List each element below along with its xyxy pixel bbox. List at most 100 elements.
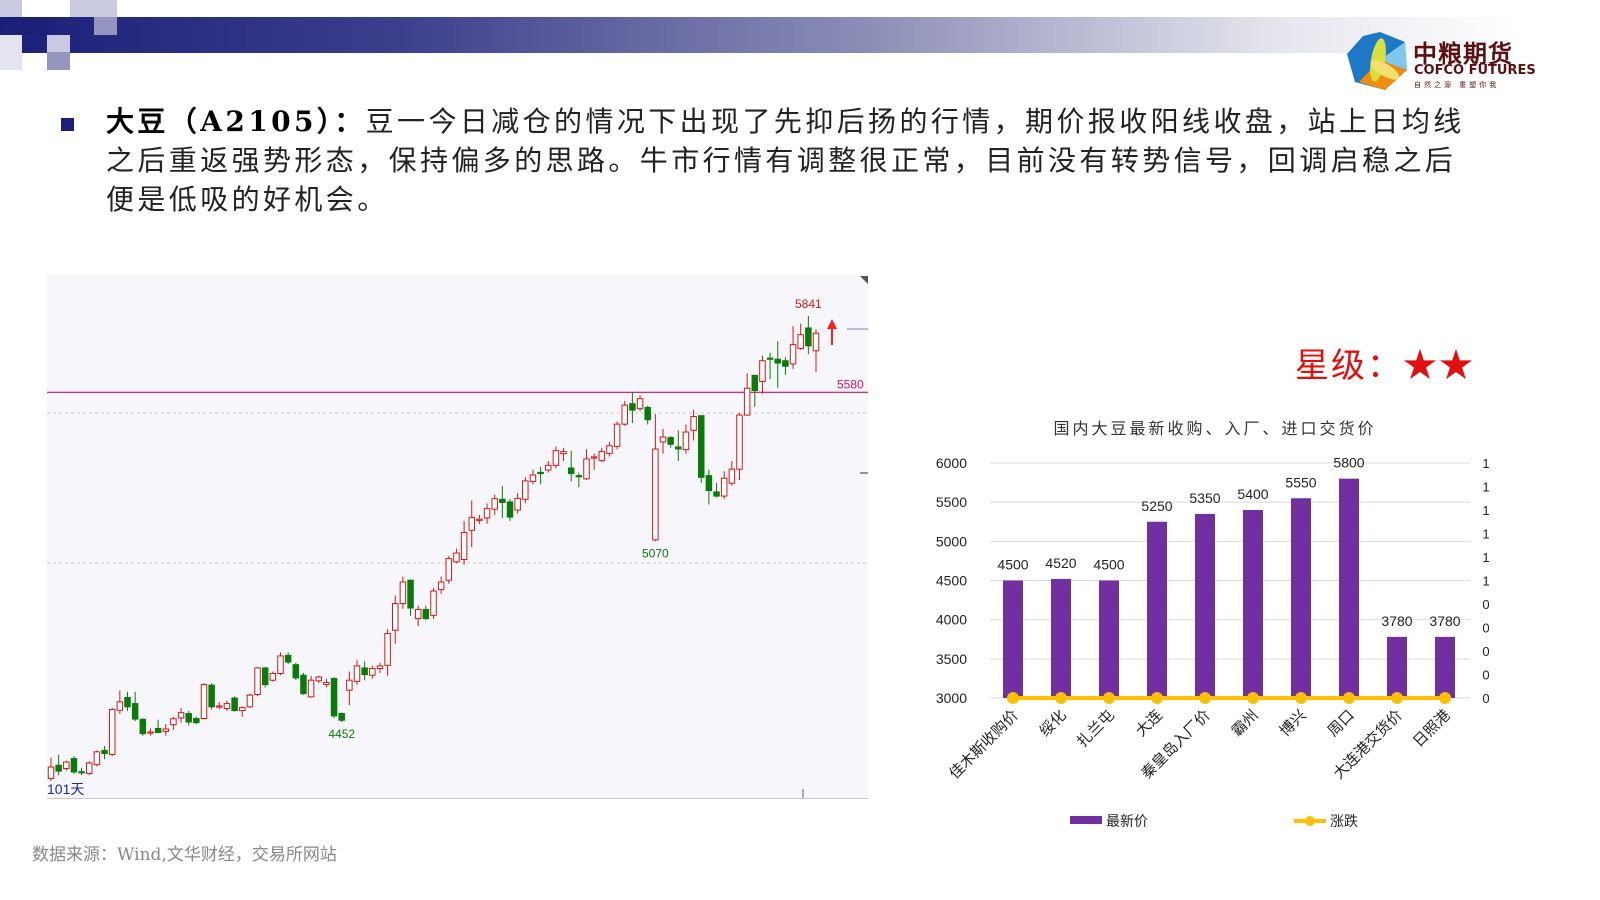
- bar-value-label: 5550: [1285, 474, 1316, 490]
- candle-body: [499, 498, 506, 503]
- bar: [1339, 478, 1359, 698]
- bar: [1387, 636, 1407, 698]
- candle-body: [392, 603, 399, 631]
- candle-body: [766, 357, 774, 360]
- candle-body: [743, 387, 751, 416]
- candle-body: [774, 358, 781, 364]
- change-marker: [1247, 692, 1259, 704]
- candle-body: [529, 474, 537, 482]
- candle-body: [468, 516, 475, 531]
- y2-tick-label: 0: [1482, 691, 1489, 706]
- candle-body: [55, 764, 62, 772]
- period-label: 101天: [47, 781, 84, 797]
- analysis-paragraph: 大豆（A2105）：豆一今日减仓的情况下出现了先抑后扬的行情，期价报收阳线收盘，…: [106, 102, 1506, 219]
- candle-body: [277, 655, 284, 674]
- candle-body: [269, 672, 277, 681]
- category-label: 佳木斯收购价: [945, 706, 1021, 782]
- candle-body: [407, 579, 414, 609]
- candle-body: [361, 667, 368, 676]
- candle-body: [307, 679, 315, 698]
- logo-text-en: COFCO FUTURES: [1414, 63, 1536, 78]
- candle-body: [491, 498, 498, 510]
- candle-body: [598, 451, 606, 461]
- candle-body: [667, 437, 674, 445]
- candle-body: [86, 762, 93, 774]
- candle-body: [705, 475, 713, 492]
- change-marker: [1199, 692, 1211, 704]
- data-source: 数据来源：Wind,文华财经，交易所网站: [32, 845, 337, 865]
- candle-body: [300, 674, 307, 695]
- y2-tick-label: 0: [1482, 597, 1489, 612]
- candle-body: [514, 497, 521, 511]
- candle-body: [698, 415, 705, 478]
- candle-body: [78, 771, 85, 774]
- candle-body: [621, 404, 628, 425]
- logo-slogan: 自然之源 重塑你我: [1414, 81, 1500, 89]
- candle-body: [346, 679, 353, 691]
- y-tick-label: 3500: [936, 651, 967, 667]
- candle-body: [323, 682, 330, 686]
- low-label: 5070: [642, 546, 669, 560]
- change-marker: [1055, 692, 1067, 704]
- bar-value-label: 5800: [1333, 455, 1364, 471]
- bar-value-label: 3780: [1429, 613, 1460, 629]
- bar-value-label: 5350: [1189, 490, 1220, 506]
- category-label: 博兴: [1276, 706, 1310, 740]
- candle-body: [506, 501, 514, 518]
- candle-body: [124, 696, 131, 708]
- candle-body: [399, 581, 407, 605]
- candle-body: [575, 475, 583, 478]
- candle-body: [751, 374, 759, 392]
- candle-body: [537, 471, 544, 475]
- candle-body: [606, 445, 613, 454]
- y2-tick-label: 1: [1482, 503, 1489, 518]
- candle-body: [177, 712, 185, 719]
- change-marker: [1103, 692, 1115, 704]
- rating-label: 星级：: [1295, 346, 1403, 386]
- change-marker: [1439, 692, 1451, 704]
- bar-value-label: 5400: [1237, 486, 1268, 502]
- candle-body: [208, 684, 215, 708]
- candle-body: [108, 708, 116, 755]
- candle-body: [789, 344, 797, 365]
- candle-body: [629, 403, 636, 411]
- bar-chart-svg: 国内大豆最新收购、入厂、进口交货价 6000 5500 5000 4500 4000 350…: [936, 419, 1490, 830]
- candle-body: [292, 664, 300, 679]
- high-label: 5841: [795, 297, 822, 311]
- candle-body: [231, 697, 238, 712]
- y2-tick-label: 0: [1482, 621, 1489, 636]
- paragraph-line-2: 之后重返强势形态，保持偏多的思路。牛市行情有调整很正常，目前没有转势信号，回调启…: [106, 144, 1457, 177]
- header-gradient-bar: [0, 17, 1600, 53]
- candle-body: [782, 360, 789, 367]
- candle-body: [93, 751, 101, 766]
- candle-body: [522, 480, 529, 500]
- candle-body: [246, 694, 254, 708]
- paragraph-line-1: 大豆（A2105）：豆一今日减仓的情况下出现了先抑后扬的行情，期价报收阳线收盘，…: [106, 102, 1506, 141]
- bullet-square-icon: [61, 118, 74, 131]
- star-icons: ★★: [1403, 346, 1475, 386]
- candle-body: [659, 436, 667, 443]
- change-marker: [1007, 692, 1019, 704]
- candle-body: [154, 727, 162, 734]
- logo-cube-icon: [1347, 32, 1407, 90]
- paragraph-text: 豆一今日减仓的情况下出现了先抑后扬的行情，期价报收阳线收盘，站上日均线: [365, 105, 1465, 138]
- legend-label: 最新价: [1106, 814, 1148, 830]
- candle-body: [805, 327, 812, 347]
- candle-body: [384, 632, 391, 666]
- category-label: 绥化: [1036, 706, 1070, 740]
- y-tick-label: 5500: [936, 494, 967, 510]
- y2-tick-label: 1: [1482, 550, 1489, 565]
- candle-body: [223, 703, 231, 710]
- y2-tick-label: 1: [1482, 574, 1489, 589]
- candle-body: [147, 731, 154, 734]
- bar: [1291, 498, 1311, 698]
- candle-body: [261, 667, 269, 686]
- candle-body: [682, 431, 690, 451]
- change-marker: [1343, 692, 1355, 704]
- candle-body: [437, 581, 445, 591]
- candle-body: [101, 749, 108, 755]
- star-rating: 星级：★★: [1295, 338, 1475, 387]
- candle-body: [720, 477, 728, 497]
- low-label: 4452: [328, 727, 355, 741]
- candle-body: [70, 758, 78, 773]
